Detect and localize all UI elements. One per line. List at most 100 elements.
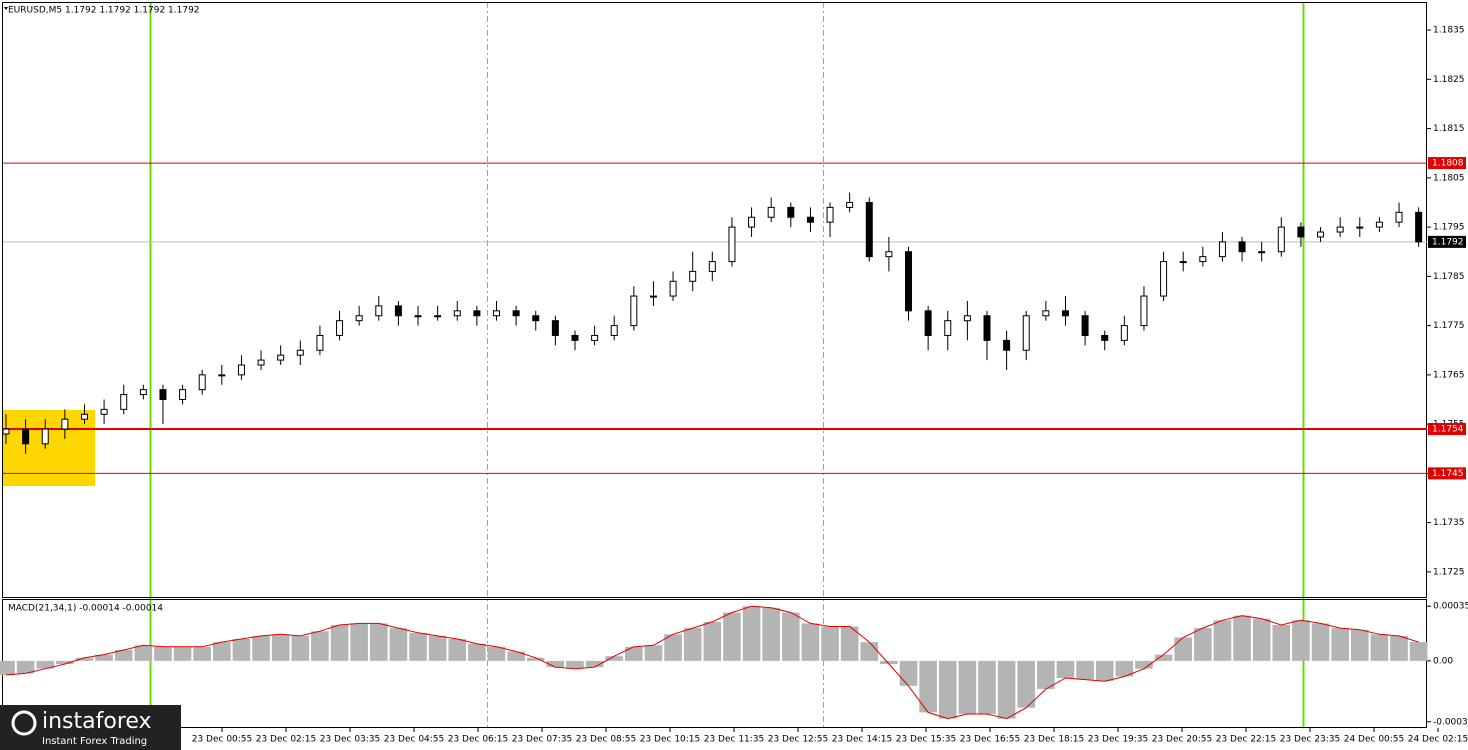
candle-body bbox=[61, 418, 69, 430]
macd-bar bbox=[1409, 642, 1428, 661]
macd-bar bbox=[16, 660, 35, 674]
macd-bar bbox=[860, 642, 879, 661]
macd-bar bbox=[193, 646, 212, 661]
macd-bar bbox=[0, 660, 15, 675]
macd-bar bbox=[1292, 620, 1310, 661]
macd-bar bbox=[1056, 660, 1075, 679]
macd-bar bbox=[448, 639, 467, 661]
macd-bar bbox=[997, 660, 1016, 719]
candle-body bbox=[532, 315, 540, 322]
macd-bar bbox=[213, 642, 231, 661]
candle-body bbox=[767, 206, 775, 218]
macd-bar bbox=[507, 651, 525, 661]
candle-body bbox=[2, 428, 10, 435]
candle-body bbox=[296, 349, 304, 356]
candle-body bbox=[689, 270, 697, 282]
macd-bar bbox=[880, 660, 898, 664]
y-tick-label: 1.1835 bbox=[1433, 26, 1465, 36]
x-tick-label: 23 Dec 08:55 bbox=[576, 735, 637, 745]
main-frame bbox=[2, 2, 1427, 598]
x-tick-label: 23 Dec 14:15 bbox=[832, 735, 893, 745]
candle-body bbox=[1179, 261, 1187, 264]
candle-body bbox=[1003, 339, 1011, 351]
candle-body bbox=[277, 354, 285, 361]
x-tick-label: 24 Dec 00:55 bbox=[1344, 735, 1405, 745]
candle-body bbox=[453, 310, 461, 317]
candle-body bbox=[1061, 310, 1069, 317]
logo-name: instaforex bbox=[42, 709, 152, 734]
macd-bar bbox=[821, 626, 839, 661]
candle-body bbox=[983, 315, 991, 341]
x-tick-label: 23 Dec 03:35 bbox=[320, 735, 381, 745]
candle-body bbox=[591, 334, 599, 341]
macd-bar bbox=[232, 639, 251, 661]
x-tick-label: 23 Dec 11:35 bbox=[704, 735, 765, 745]
logo-icon bbox=[11, 710, 37, 736]
candle-body bbox=[846, 201, 854, 208]
candle-body bbox=[944, 320, 952, 336]
x-tick-label: 24 Dec 02:15 bbox=[1408, 735, 1468, 745]
candle-body bbox=[1140, 295, 1148, 327]
x-tick-label: 23 Dec 22:15 bbox=[1216, 735, 1277, 745]
macd-bar bbox=[526, 657, 545, 661]
candle-body bbox=[414, 315, 422, 318]
macd-bar bbox=[703, 621, 722, 661]
candle-body bbox=[473, 310, 481, 317]
time-markers bbox=[149, 2, 1305, 728]
candle-body bbox=[1356, 226, 1364, 229]
candle-body bbox=[1395, 211, 1403, 223]
y-tick-label: 1.1785 bbox=[1433, 272, 1465, 282]
candle-body bbox=[1415, 211, 1423, 243]
macd-bar bbox=[899, 660, 918, 686]
macd-bar bbox=[566, 660, 584, 669]
level-label: 1.1808 bbox=[1432, 159, 1464, 169]
x-tick-label: 23 Dec 04:55 bbox=[384, 735, 445, 745]
x-tick-label: 23 Dec 15:35 bbox=[896, 735, 957, 745]
macd-bar bbox=[409, 632, 427, 661]
candle-body bbox=[120, 394, 128, 410]
candle-body bbox=[905, 251, 913, 312]
candle-body bbox=[336, 320, 344, 336]
macd-bar bbox=[723, 612, 741, 661]
macd-bar bbox=[330, 624, 349, 661]
macd-bar bbox=[605, 656, 624, 661]
candle-body bbox=[1218, 241, 1226, 258]
macd-bar bbox=[154, 646, 172, 661]
x-tick-label: 23 Dec 12:55 bbox=[768, 735, 829, 745]
y-tick-label: 1.1735 bbox=[1433, 518, 1465, 528]
x-tick-label: 23 Dec 00:55 bbox=[192, 735, 253, 745]
candle-body bbox=[630, 295, 638, 327]
y-tick-label: 1.1815 bbox=[1433, 124, 1465, 134]
macd-bar bbox=[938, 660, 957, 719]
y2-tick-label: 0.00035 bbox=[1433, 602, 1468, 612]
candle-body bbox=[1101, 334, 1109, 341]
macd-bar bbox=[56, 660, 74, 664]
macd-bar bbox=[1370, 634, 1389, 661]
macd-bar bbox=[369, 623, 388, 661]
level-label-box bbox=[1428, 467, 1466, 480]
candle-body bbox=[41, 428, 49, 445]
macd-bar bbox=[173, 646, 192, 661]
macd-bar bbox=[114, 649, 133, 661]
macd-bar bbox=[978, 660, 996, 714]
macd-bar bbox=[1154, 654, 1173, 661]
candle-body bbox=[159, 389, 167, 400]
macd-bar bbox=[919, 660, 937, 713]
candle-body bbox=[1022, 315, 1030, 351]
level-label-box bbox=[1428, 423, 1466, 436]
candle-body bbox=[394, 305, 402, 317]
candle-body bbox=[1199, 256, 1207, 263]
y2-tick-label: 0.00 bbox=[1433, 656, 1453, 666]
x-tick-label: 23 Dec 19:35 bbox=[1088, 735, 1149, 745]
candle-body bbox=[198, 374, 206, 391]
macd-bar bbox=[1037, 660, 1055, 689]
candle-body bbox=[708, 261, 716, 272]
x-tick-label: 23 Dec 16:55 bbox=[960, 735, 1021, 745]
indicator-title: MACD(21,34,1) -0.00014 -0.00014 bbox=[8, 604, 163, 614]
macd-bar bbox=[1076, 660, 1094, 680]
x-tick-label: 23 Dec 06:15 bbox=[448, 735, 509, 745]
x-tick-label: 23 Dec 07:35 bbox=[512, 735, 573, 745]
x-tick-label: 23 Dec 02:15 bbox=[256, 735, 317, 745]
x-tick-label: 23 Dec 20:55 bbox=[1152, 735, 1213, 745]
